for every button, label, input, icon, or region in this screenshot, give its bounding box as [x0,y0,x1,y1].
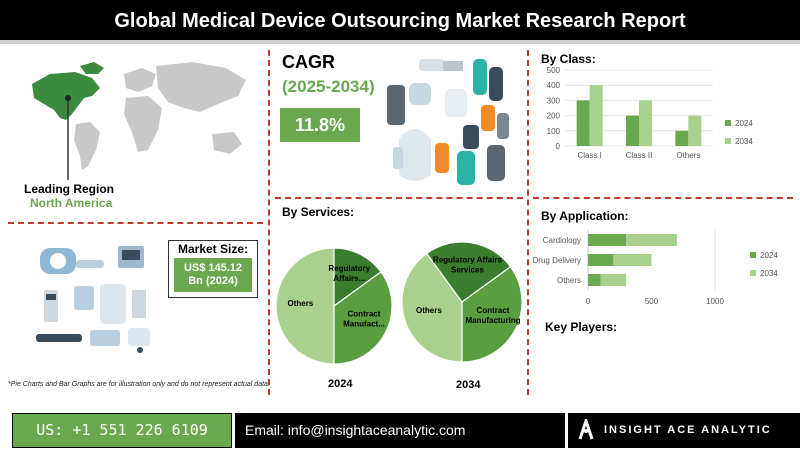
pie-slice [425,241,512,303]
pie-slice [275,247,335,365]
class-bar-2034 [589,85,603,146]
app-legend-label: 2034 [760,269,778,278]
app-bar-2034 [600,274,627,286]
divider-right-horizontal [533,197,793,199]
class-bar-2024 [626,115,639,146]
application-heading: By Application: [541,209,629,223]
report-title: Global Medical Device Outsourcing Market… [0,0,800,40]
services-pie-charts: Others Regulatory Affairs... Contract Manufa… [275,241,523,391]
app-bar-2034 [613,254,652,266]
app-xtick-label: 0 [586,297,591,306]
class-ytick-label: 200 [547,112,561,121]
class-ytick-label: 0 [556,142,561,151]
cagr-label: CAGR [282,52,335,72]
class-bar-2034 [639,100,652,146]
class-ytick-label: 300 [547,96,561,105]
pie-slice [401,252,463,363]
app-bar-2024 [588,234,627,246]
email-contact[interactable]: Email: info@insightaceanalytic.com [235,413,565,448]
divider-left-horizontal [8,222,263,224]
disclaimer-text: *Pie Charts and Bar Graphs are for illus… [8,381,270,388]
class-ytick-label: 100 [547,127,561,136]
title-underline [0,40,800,44]
cagr-period: (2025-2034) [282,77,375,96]
insight-ace-logo-icon [578,419,594,440]
pie-slice-label: Others [416,306,442,315]
app-ytick-label: Others [557,276,581,285]
divider-left [268,50,270,395]
pie-slice-label: Contract Manufacturing [465,306,520,325]
app-bar-2024 [588,274,601,286]
app-legend-swatch [750,270,756,276]
pie-slice-label: Regulatory Affairs Services [433,256,503,275]
app-bar-2034 [626,234,677,246]
pie-2024: Others Regulatory Affairs... Contract Manufa… [275,247,393,365]
leading-region-label: Leading Region [24,182,114,196]
services-heading: By Services: [282,205,355,219]
class-bar-2024 [675,130,689,146]
medical-equipment-icon [36,246,150,353]
pie-2034-year-label: 2034 [456,379,481,391]
class-bar-chart: 0 100 200 300 400 500 Class I Class II Others 202… [547,66,754,160]
app-xtick-label: 1000 [706,297,724,306]
market-size-label: Market Size: [177,242,249,256]
pie-slice-label: Others [287,299,313,308]
market-size-value-line2: Bn (2024) [188,275,238,287]
pie-slice [333,271,393,365]
cagr-value-box: 11.8% [280,108,360,142]
app-legend-label: 2024 [760,251,778,260]
pie-2034: Others Regulatory Affairs Services Contract… [401,241,523,363]
class-legend-label: 2034 [735,137,753,146]
class-xtick-label: Class II [626,151,653,160]
app-legend-swatch [750,252,756,258]
class-legend-swatch [725,120,731,126]
pie-slice [333,247,382,308]
market-size-card [168,240,258,298]
pie-slice-label: Contract Manufact... [343,309,385,328]
app-ytick-label: Drug Delivery [533,256,581,265]
market-size-value-line1: US$ 145.12 [183,262,243,274]
class-heading: By Class: [541,52,596,66]
app-bar-2024 [588,254,614,266]
phone-contact[interactable]: US: +1 551 226 6109 [12,413,232,448]
pie-slice [461,265,523,363]
app-xtick-label: 500 [645,297,659,306]
brand-name: INSIGHT ACE ANALYTIC [568,413,800,448]
class-legend-swatch [725,138,731,144]
class-bar-2034 [688,115,702,146]
class-bar-2024 [576,100,590,146]
divider-right [527,50,529,395]
market-size-value-box: US$ 145.12 Bn (2024) [174,258,252,292]
class-ytick-label: 400 [547,81,561,90]
class-legend-label: 2024 [735,119,753,128]
class-xtick-label: Others [676,151,700,160]
class-ytick-label: 500 [547,66,561,75]
world-map-icon [32,62,246,180]
pie-slice-label: Regulatory Affairs... [328,264,370,283]
leading-region-value: North America [30,196,113,210]
device-illustration-icon [387,59,509,185]
application-bar-chart: 0 500 1000 Cardiology Drug Delivery Others 202… [533,230,778,306]
class-xtick-label: Class I [577,151,601,160]
divider-middle-horizontal [275,197,523,199]
key-players-heading: Key Players: [545,320,618,334]
pie-2024-year-label: 2024 [328,378,353,390]
app-ytick-label: Cardiology [543,236,581,245]
